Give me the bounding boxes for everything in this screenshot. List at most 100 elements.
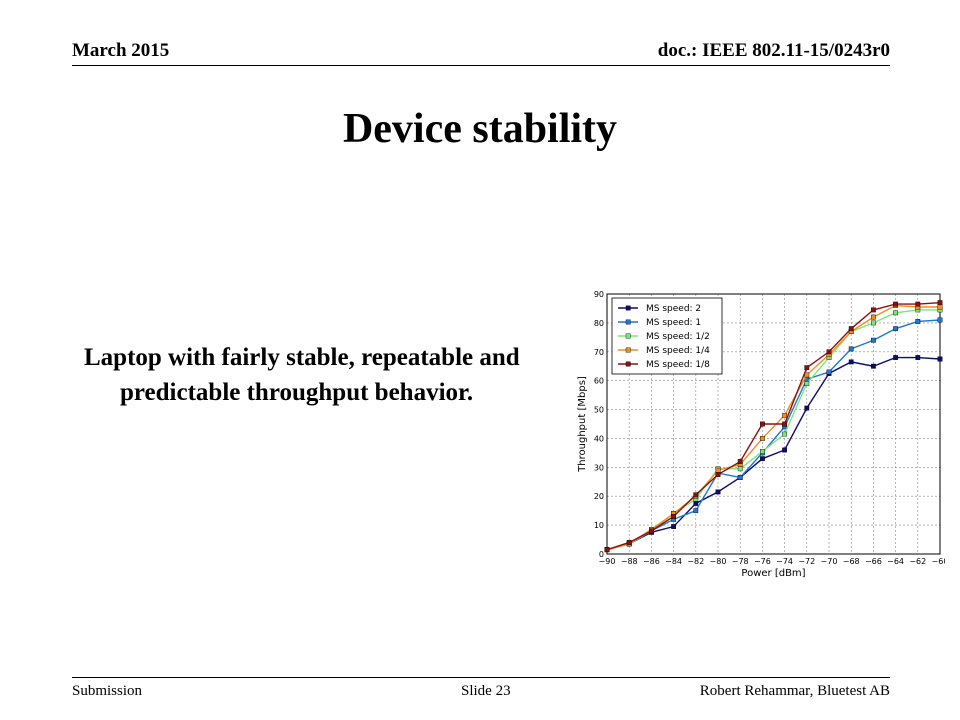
footer-author: Robert Rehammar, Bluetest AB [699, 683, 890, 699]
data-point [693, 508, 699, 514]
y-tick-label: 80 [594, 319, 604, 328]
x-tick-label: −84 [665, 557, 682, 566]
footer-slide-number: Slide 23 [461, 683, 511, 699]
data-point [715, 489, 721, 495]
y-tick-label: 30 [594, 463, 604, 472]
data-point [915, 301, 921, 307]
data-point [848, 346, 854, 352]
y-tick-label: 0 [599, 550, 604, 559]
data-point [893, 326, 898, 332]
x-tick-label: −64 [887, 557, 904, 566]
data-point [782, 421, 787, 427]
x-tick-label: −90 [599, 557, 616, 566]
y-tick-label: 70 [594, 348, 604, 357]
legend-marker [625, 305, 631, 311]
data-point [804, 365, 810, 371]
data-point [915, 319, 921, 324]
legend-label: MS speed: 1/4 [646, 346, 710, 356]
y-tick-label: 10 [594, 521, 604, 530]
data-point [715, 472, 721, 477]
data-point [693, 492, 699, 498]
legend-label: MS speed: 1/2 [646, 332, 710, 342]
data-point [626, 540, 632, 545]
data-point [759, 449, 765, 454]
data-point [893, 310, 898, 316]
x-tick-label: −60 [932, 557, 945, 566]
data-point [871, 320, 876, 326]
data-point [915, 355, 921, 360]
data-point [893, 355, 898, 360]
legend-label: MS speed: 1/8 [646, 360, 710, 370]
slide-body-text: Laptop with fairly stable, repeatable an… [84, 344, 520, 406]
data-point [759, 456, 765, 462]
data-point [737, 475, 743, 480]
data-point [759, 421, 765, 427]
legend-marker [625, 347, 631, 353]
x-tick-label: −62 [909, 557, 926, 566]
data-point [648, 528, 654, 534]
data-point [937, 300, 943, 306]
data-point [848, 359, 854, 365]
data-point [871, 363, 876, 369]
data-point [782, 431, 787, 437]
header-divider [72, 65, 890, 66]
x-tick-label: −66 [865, 557, 882, 566]
data-point [871, 337, 876, 343]
data-point [804, 381, 810, 386]
series-line [606, 301, 941, 551]
y-tick-label: 90 [594, 290, 604, 299]
y-axis-label: Throughput [Mbps] [577, 376, 588, 473]
data-point [937, 317, 943, 323]
plot-frame [606, 293, 941, 555]
series-line [606, 319, 941, 551]
legend-label: MS speed: 2 [646, 304, 701, 314]
x-axis-label: Power [dBm] [741, 568, 805, 579]
data-point [937, 356, 943, 362]
x-tick-label: −74 [776, 557, 793, 566]
x-tick-label: −76 [754, 557, 771, 566]
data-point [693, 501, 699, 506]
data-point [871, 307, 876, 313]
data-point [737, 459, 743, 464]
legend-marker [625, 333, 631, 339]
data-point [671, 514, 677, 519]
chart-svg: −90 −88 −86 −84 −82 −80 −78 −76 −74 −72 −70 −68 −66−… [577, 290, 948, 579]
x-tick-label: −82 [687, 557, 704, 566]
footer-submission: Submission [72, 683, 143, 699]
y-tick-label: 40 [594, 434, 604, 443]
x-tick-label: −86 [643, 557, 660, 566]
header-date: March 2015 [72, 40, 170, 61]
x-tick-label: −70 [821, 557, 838, 566]
data-point [871, 314, 876, 320]
header-doc-id: doc.: IEEE 802.11-15/0243r0 [657, 40, 890, 61]
footer-divider [72, 677, 890, 678]
legend-marker [625, 319, 631, 325]
data-point [715, 467, 721, 473]
y-tick-label: 20 [594, 492, 604, 501]
data-point [848, 326, 854, 332]
y-tick-label: 60 [594, 377, 604, 386]
x-tick-label: −88 [621, 557, 638, 566]
data-point [759, 436, 765, 441]
data-point [826, 369, 832, 375]
slide-title: Device stability [342, 106, 618, 152]
legend-label: MS speed: 1 [646, 318, 701, 328]
y-tick-label: 50 [594, 406, 604, 415]
data-point [937, 304, 943, 310]
series-line [606, 304, 940, 551]
data-point [826, 349, 832, 355]
data-point [782, 447, 787, 453]
x-tick-label: −80 [710, 557, 727, 566]
data-point [604, 547, 610, 553]
data-point [782, 412, 787, 418]
x-tick-label: −72 [798, 557, 815, 566]
data-point [737, 466, 743, 472]
series-line [606, 356, 941, 551]
legend-marker [625, 361, 631, 367]
x-tick-label: −78 [732, 557, 749, 566]
data-point [671, 524, 677, 529]
throughput-chart: −90 −88 −86 −84 −82 −80 −78 −76 −74 −72 −70 −68 −66−… [575, 286, 948, 584]
data-point [804, 405, 810, 411]
x-tick-label: −68 [843, 557, 860, 566]
data-point [893, 301, 898, 307]
